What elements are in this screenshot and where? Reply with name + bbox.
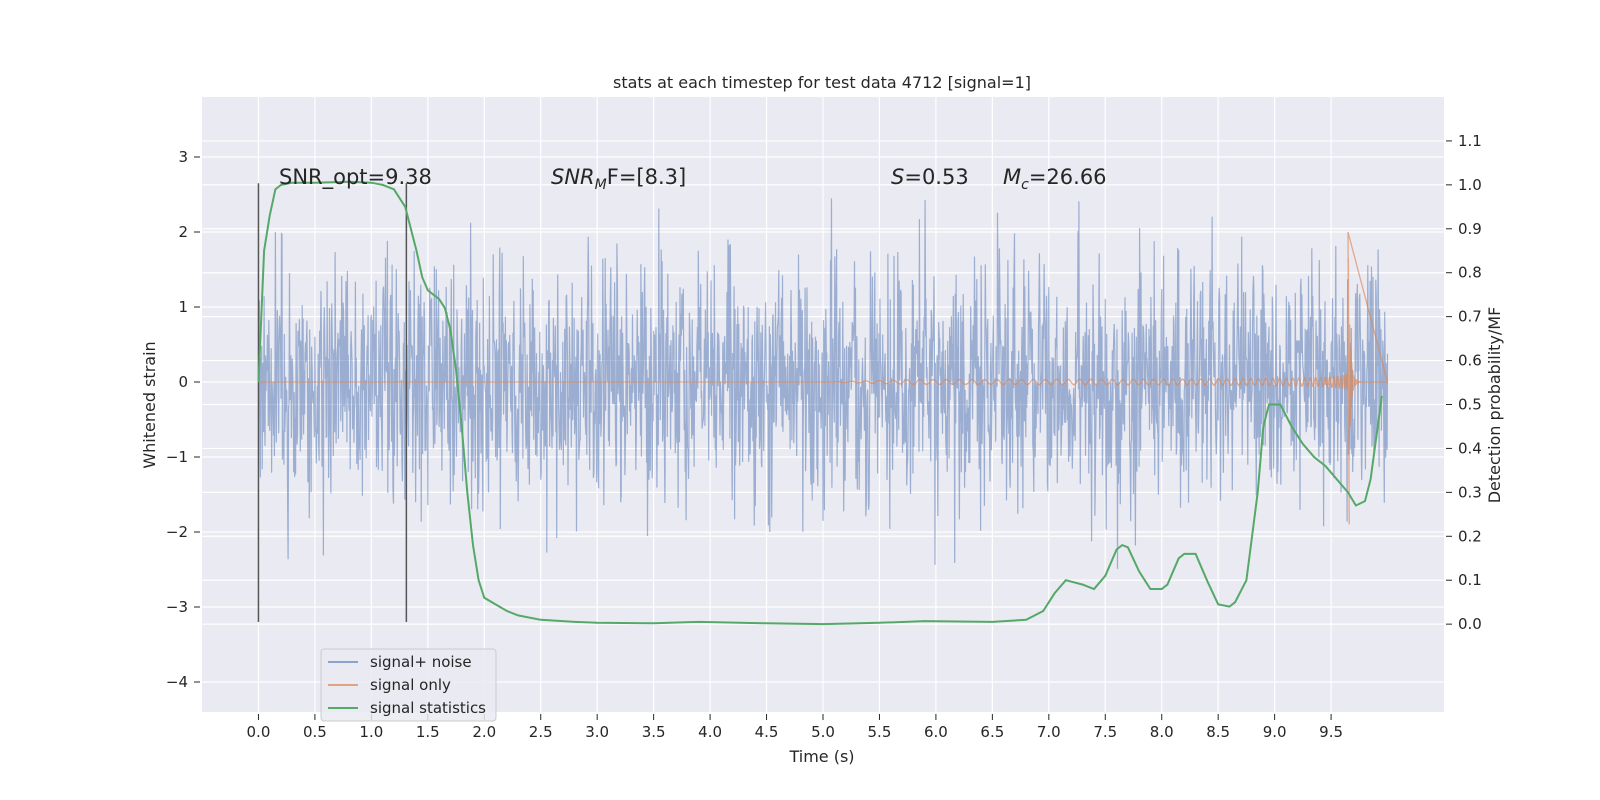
y-tick-label: 2 [178,223,188,241]
y2-tick-label: 0.5 [1458,396,1482,414]
x-axis-ticks: 0.0 0.5 1.0 1.5 2.0 2.5 3.0 3.5 4.0 4.5 5.0 5.5 6.0 6… [247,714,1343,741]
series-signal-statistics [257,180,1383,626]
series-signal-only [258,231,1389,525]
x-tick-label: 1.5 [416,723,440,741]
x-tick-label: 9.5 [1319,723,1343,741]
y2-tick-label: 1.1 [1458,132,1482,150]
y-tick-label: −1 [166,448,188,466]
x-tick-label: 3.0 [585,723,609,741]
y-tick-label: 3 [178,148,188,166]
x-tick-label: 2.0 [472,723,496,741]
series-signal-plus-noise [257,198,1389,569]
y2-tick-label: 0.7 [1458,308,1482,326]
chart-title: stats at each timestep for test data 471… [613,73,1031,92]
y2-tick-label: 1.0 [1458,176,1482,194]
legend-label-stats: signal statistics [370,699,486,717]
y-tick-label: 1 [178,298,188,316]
x-axis-label: Time (s) [788,747,854,766]
legend: signal+ noise signal only signal statist… [320,648,497,722]
x-tick-label: 4.5 [755,723,779,741]
x-tick-label: 9.0 [1263,723,1287,741]
x-tick-label: 8.0 [1150,723,1174,741]
y2-tick-label: 0.3 [1458,483,1482,501]
x-tick-label: 6.5 [980,723,1004,741]
y2-tick-label: 0.8 [1458,264,1482,282]
x-tick-label: 7.5 [1093,723,1117,741]
x-tick-label: 0.5 [303,723,327,741]
annotation-snr-mf: SNRMF=[8.3] [551,165,686,193]
legend-label-signal: signal only [370,676,451,694]
legend-box [320,648,497,722]
annotation-s: S=0.53 [891,165,969,189]
x-tick-label: 6.0 [924,723,948,741]
y-axis-ticks: 3 2 1 0 −1 −2 −3 −4 [166,148,200,691]
y2-tick-label: 0.1 [1458,571,1482,589]
annotation-snr-opt: SNR_opt=9.38 [279,165,432,190]
y2-tick-label: 0.4 [1458,439,1482,457]
x-tick-label: 8.5 [1206,723,1230,741]
x-tick-label: 0.0 [247,723,271,741]
y-tick-label: −2 [166,523,188,541]
legend-label-noise: signal+ noise [370,653,472,671]
y-tick-label: −3 [166,598,188,616]
gridlines [202,97,1444,712]
x-tick-label: 2.5 [529,723,553,741]
x-tick-label: 3.5 [642,723,666,741]
y-tick-label: 0 [178,373,188,391]
y-axis-label: Whitened strain [140,341,159,468]
y2-tick-label: 0.6 [1458,352,1482,370]
y-tick-label: −4 [166,673,188,691]
y2-tick-label: 0.0 [1458,615,1482,633]
x-tick-label: 5.0 [811,723,835,741]
y2-tick-label: 0.9 [1458,220,1482,238]
x-tick-label: 4.0 [698,723,722,741]
annotation-mc: Mc=26.66 [1003,165,1107,193]
x-tick-label: 5.5 [868,723,892,741]
x-tick-label: 7.0 [1037,723,1061,741]
y2-axis-ticks: 1.1 1.0 0.9 0.8 0.7 0.6 0.5 0.4 0.3 0.2 0.1 0.0 [1446,132,1482,633]
vertical-markers [257,183,408,622]
y2-tick-label: 0.2 [1458,527,1482,545]
y2-axis-label: Detection probability/MF [1485,307,1504,504]
x-tick-label: 1.0 [359,723,383,741]
